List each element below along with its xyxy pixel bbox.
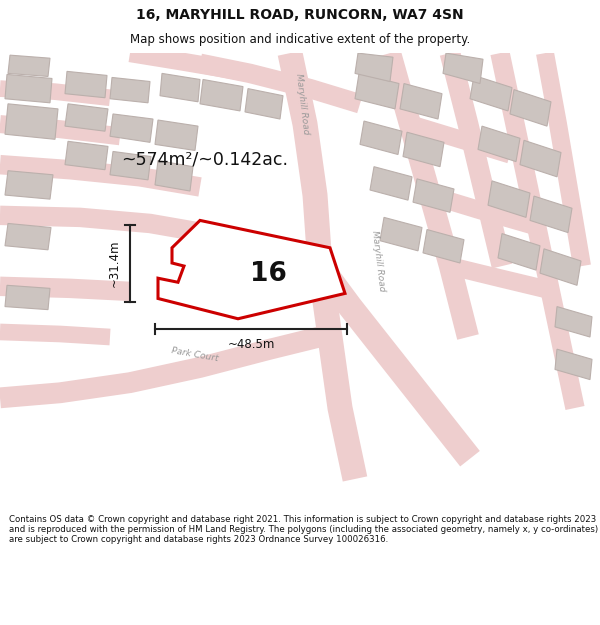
Polygon shape bbox=[370, 167, 412, 200]
Text: ~31.4m: ~31.4m bbox=[107, 240, 121, 288]
Polygon shape bbox=[110, 151, 151, 180]
Polygon shape bbox=[155, 120, 198, 151]
Polygon shape bbox=[155, 161, 193, 191]
Polygon shape bbox=[65, 104, 108, 131]
Polygon shape bbox=[65, 141, 108, 170]
Polygon shape bbox=[555, 307, 592, 337]
Polygon shape bbox=[520, 141, 561, 177]
Polygon shape bbox=[110, 78, 150, 102]
Polygon shape bbox=[8, 55, 50, 76]
Text: ~48.5m: ~48.5m bbox=[227, 338, 275, 351]
Polygon shape bbox=[443, 53, 483, 84]
Polygon shape bbox=[498, 234, 540, 270]
Polygon shape bbox=[160, 73, 200, 102]
Polygon shape bbox=[110, 114, 153, 142]
Polygon shape bbox=[510, 89, 551, 126]
Polygon shape bbox=[5, 224, 51, 250]
Polygon shape bbox=[555, 349, 592, 379]
Polygon shape bbox=[5, 285, 50, 309]
Text: 16, MARYHILL ROAD, RUNCORN, WA7 4SN: 16, MARYHILL ROAD, RUNCORN, WA7 4SN bbox=[136, 8, 464, 22]
Polygon shape bbox=[403, 132, 444, 167]
Polygon shape bbox=[530, 196, 572, 232]
Polygon shape bbox=[245, 89, 283, 119]
Polygon shape bbox=[400, 84, 442, 119]
Polygon shape bbox=[540, 249, 581, 285]
Text: Maryhill Road: Maryhill Road bbox=[294, 72, 310, 135]
Polygon shape bbox=[355, 53, 393, 81]
Polygon shape bbox=[5, 104, 58, 139]
Polygon shape bbox=[470, 76, 512, 111]
Polygon shape bbox=[200, 79, 243, 111]
Text: Maryhill Road: Maryhill Road bbox=[370, 230, 386, 292]
Polygon shape bbox=[5, 171, 53, 199]
Polygon shape bbox=[478, 126, 520, 162]
Polygon shape bbox=[423, 229, 464, 263]
Polygon shape bbox=[355, 73, 399, 109]
Polygon shape bbox=[380, 217, 422, 251]
Text: Contains OS data © Crown copyright and database right 2021. This information is : Contains OS data © Crown copyright and d… bbox=[9, 515, 598, 544]
Text: Park Court: Park Court bbox=[171, 346, 219, 362]
Polygon shape bbox=[5, 74, 52, 102]
Polygon shape bbox=[488, 181, 530, 218]
Polygon shape bbox=[360, 121, 402, 154]
Text: 16: 16 bbox=[250, 261, 286, 287]
Polygon shape bbox=[413, 179, 454, 212]
Text: Map shows position and indicative extent of the property.: Map shows position and indicative extent… bbox=[130, 33, 470, 46]
Polygon shape bbox=[65, 71, 107, 98]
Polygon shape bbox=[158, 221, 345, 319]
Text: ~574m²/~0.142ac.: ~574m²/~0.142ac. bbox=[121, 151, 289, 169]
